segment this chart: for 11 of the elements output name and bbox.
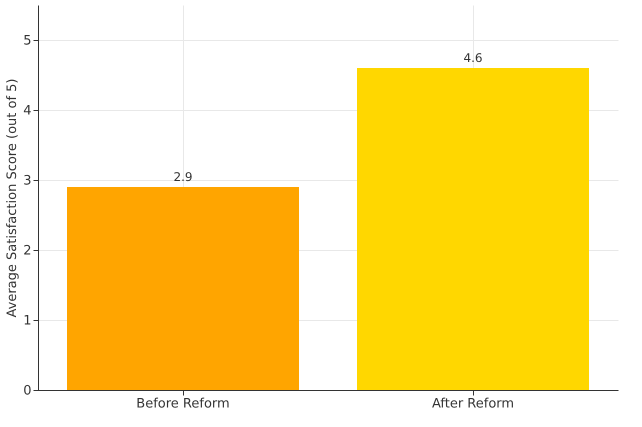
- x-tick-label: After Reform: [432, 396, 514, 412]
- data-label: 4.6: [463, 51, 483, 65]
- y-tick-label: 4: [23, 104, 32, 118]
- y-axis-title: Average Satisfaction Score (out of 5): [5, 78, 20, 318]
- y-tick-label: 3: [23, 174, 32, 188]
- y-tick-label: 0: [23, 384, 32, 398]
- x-tick-label: Before Reform: [136, 396, 230, 412]
- data-label: 2.9: [173, 170, 193, 184]
- y-tick-label: 5: [23, 34, 32, 48]
- y-tick-label: 2: [23, 244, 32, 258]
- y-tick-label: 1: [23, 314, 32, 328]
